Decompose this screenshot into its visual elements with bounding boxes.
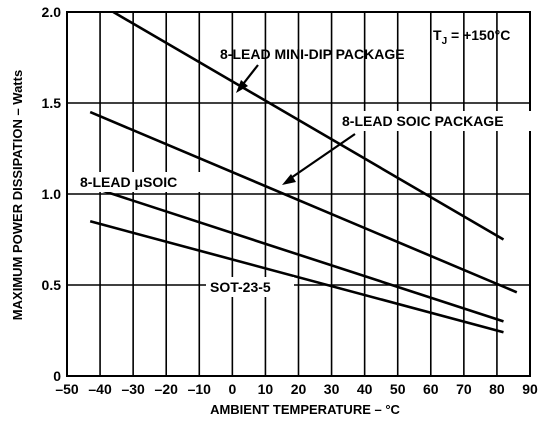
series-line-3 xyxy=(89,185,504,323)
x-tick-label: 70 xyxy=(456,381,472,397)
series-layer xyxy=(89,10,518,334)
x-tick-label: 0 xyxy=(228,381,236,397)
plot-frame xyxy=(66,11,531,377)
series-line-2 xyxy=(89,110,518,294)
mini-dip-label: 8-LEAD MINI-DIP PACKAGE xyxy=(220,46,405,62)
y-tick-label: 1.0 xyxy=(42,186,62,202)
x-tick-label: –10 xyxy=(188,381,212,397)
x-tick-label: –40 xyxy=(88,381,112,397)
mini-dip-arrow-head xyxy=(236,80,248,93)
y-tick-label: 0.5 xyxy=(42,277,62,293)
y-tick-label: 1.5 xyxy=(42,95,62,111)
x-tick-label: 50 xyxy=(390,381,406,397)
x-tick-label: 10 xyxy=(258,381,274,397)
x-tick-label: 90 xyxy=(522,381,538,397)
x-tick-label: 60 xyxy=(423,381,439,397)
x-axis-title: AMBIENT TEMPERATURE – °C xyxy=(210,402,400,417)
sot-label: SOT-23-5 xyxy=(210,279,271,295)
tj-annotation: TJ = +150°C xyxy=(433,27,510,47)
series-line-1 xyxy=(112,10,505,241)
x-tick-label: 20 xyxy=(291,381,307,397)
x-tick-label: –50 xyxy=(55,381,79,397)
soic-arrow-head xyxy=(282,174,296,185)
y-axis-title: MAXIMUM POWER DISSIPATION – Watts xyxy=(10,70,25,320)
x-tick-label: 40 xyxy=(357,381,373,397)
annotation-layer: TJ = +150°C 8-LEAD MINI-DIP PACKAGE 8-LE… xyxy=(76,27,534,297)
x-tick-label: 80 xyxy=(489,381,505,397)
x-tick-label: 30 xyxy=(324,381,340,397)
usoic-label: 8-LEAD μSOIC xyxy=(80,174,177,190)
series-line-4 xyxy=(89,220,504,334)
x-tick-label: –30 xyxy=(121,381,145,397)
y-tick-label: 2.0 xyxy=(42,4,62,20)
grid-layer: –50 –40 –30 –20 –10 0 10 20 30 40 50 60 70 80 90 0 0.5 1.… xyxy=(42,4,538,397)
soic-label: 8-LEAD SOIC PACKAGE xyxy=(342,113,504,129)
y-tick-label: 0 xyxy=(53,368,61,384)
x-tick-label: –20 xyxy=(155,381,179,397)
soic-arrow xyxy=(287,133,356,181)
axis-layer: AMBIENT TEMPERATURE – °C MAXIMUM POWER D… xyxy=(10,70,401,417)
